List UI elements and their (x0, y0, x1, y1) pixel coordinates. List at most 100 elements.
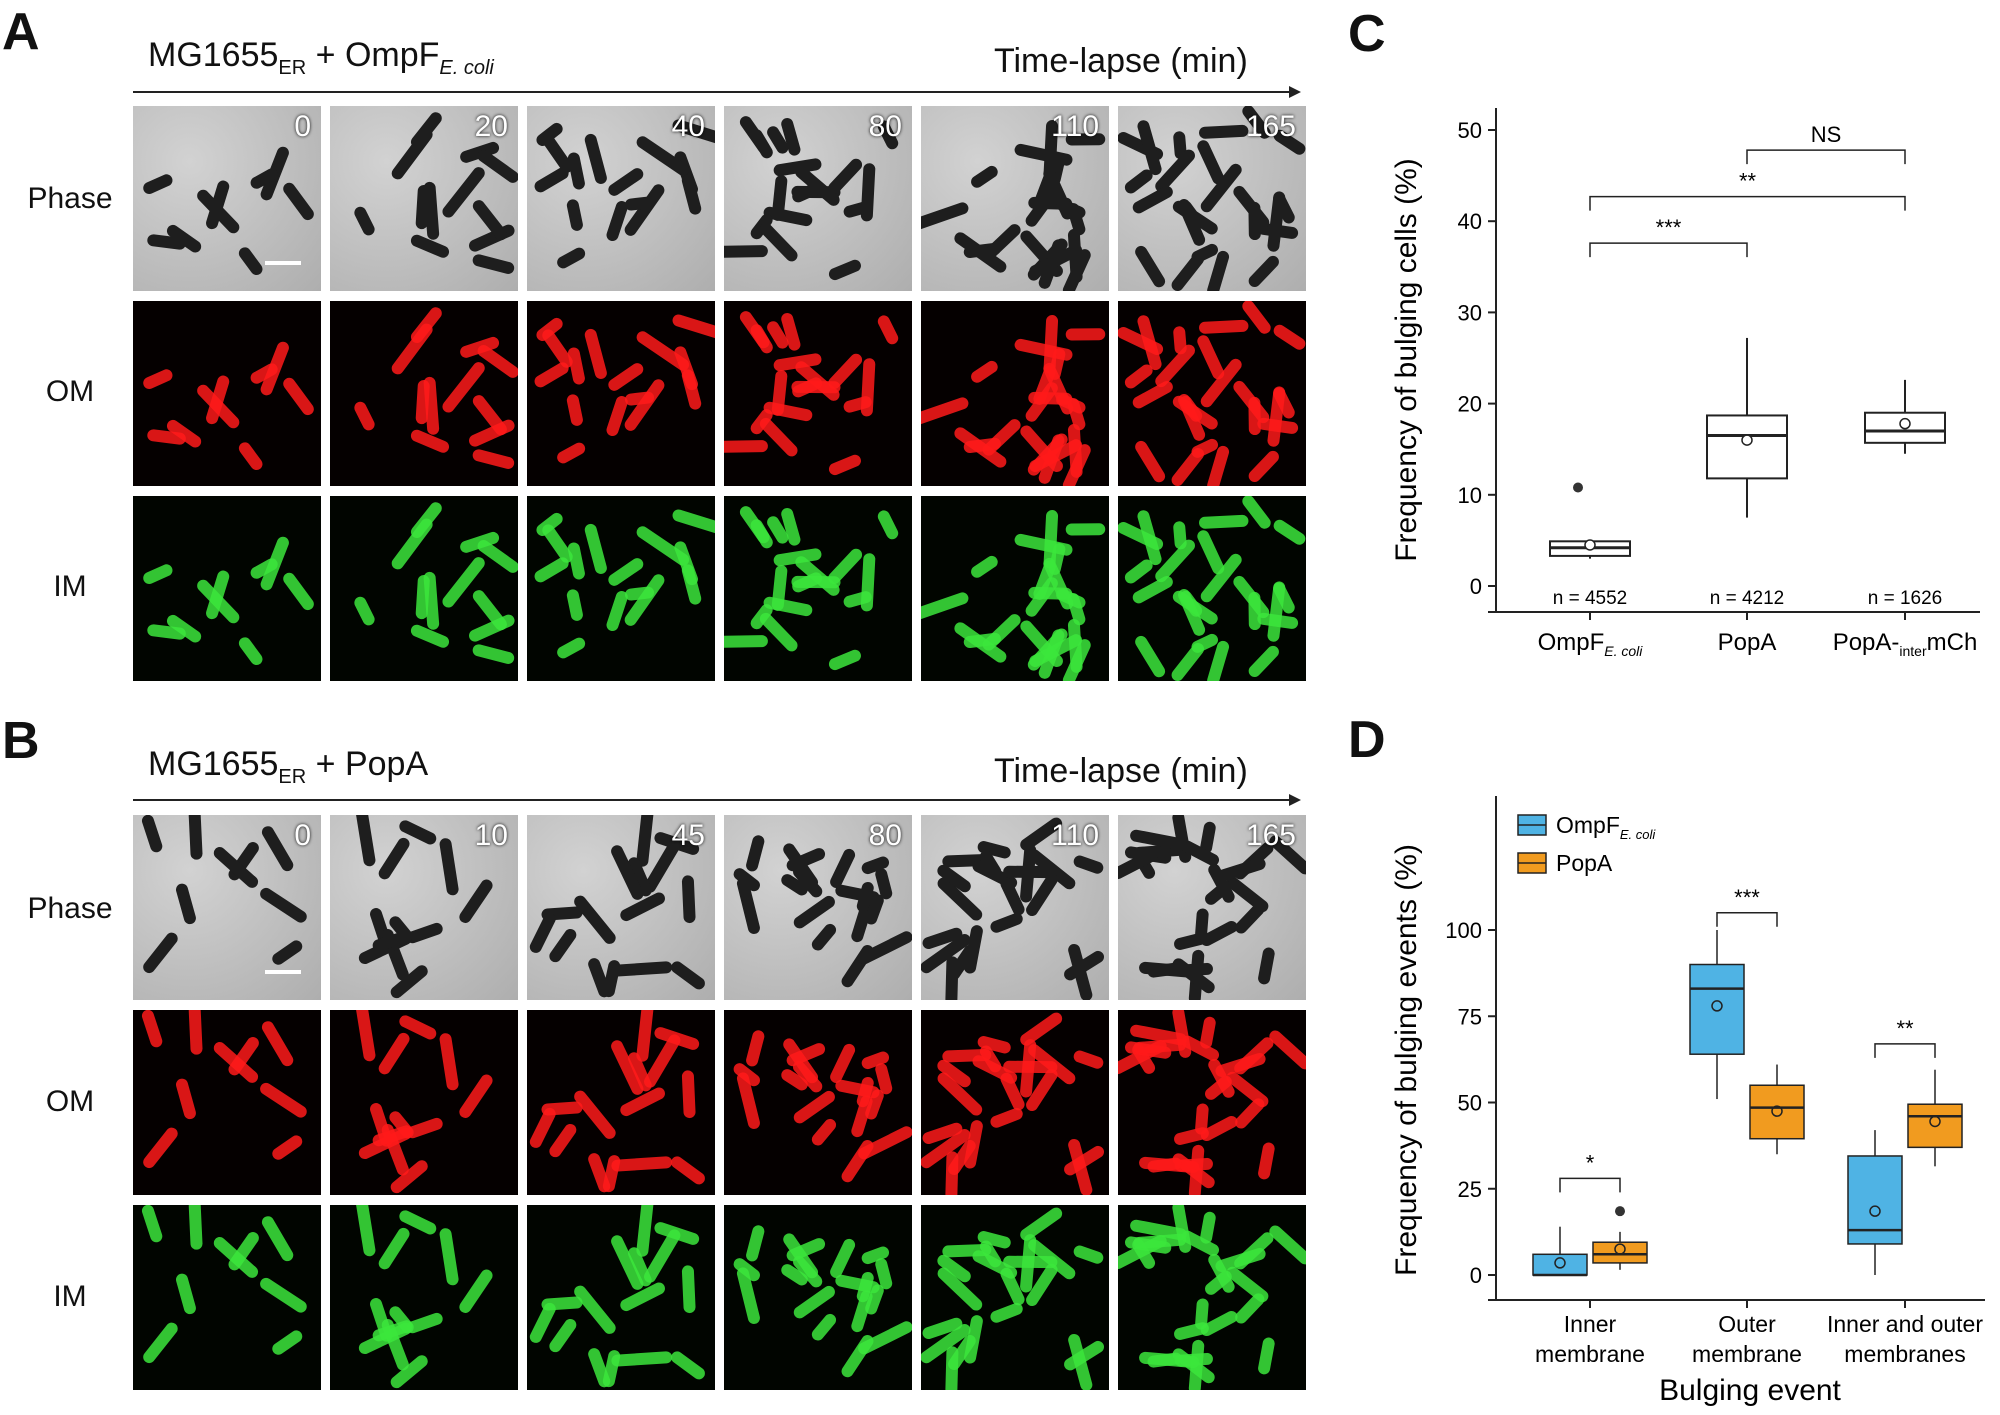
cell-shape (1172, 1153, 1215, 1189)
category-label: membrane (1535, 1341, 1645, 1367)
cell-shape (1155, 539, 1195, 583)
cell-shape (1000, 1072, 1025, 1111)
micrograph-im-t3 (724, 1205, 912, 1390)
category-label: PopA (1718, 629, 1777, 656)
time-point-label: 40 (671, 110, 705, 143)
strain-name: MG1655 (148, 36, 279, 74)
cell-shape (865, 894, 884, 925)
cell-shape (795, 166, 840, 206)
cell-shape (781, 117, 801, 156)
cell-shape (636, 1205, 654, 1257)
cell-shape (1073, 855, 1104, 874)
cell-shape (188, 815, 203, 860)
micrograph-phase-t4: 110 (921, 815, 1109, 1000)
cell-shape (542, 329, 573, 368)
cell-shape (378, 837, 410, 880)
micrograph-cells (921, 1207, 1105, 1390)
cell-shape (588, 1348, 611, 1388)
cell-shape (636, 1010, 654, 1062)
micrograph-om-t1 (330, 301, 518, 486)
cell-shape (1003, 1060, 1058, 1074)
mean-point (1741, 434, 1753, 446)
cell-shape (566, 394, 583, 426)
cell-shape (773, 158, 822, 177)
cell-shape (979, 1045, 1002, 1073)
outlier-point (1573, 482, 1583, 493)
cell-shape (858, 1126, 912, 1160)
cell-shape (1258, 947, 1275, 985)
micrograph-cells (921, 120, 1106, 291)
x-axis-label: Bulging event (1659, 1374, 1841, 1407)
cell-shape (549, 928, 577, 963)
cell-shape (1226, 1071, 1269, 1108)
n-label: n = 1626 (1868, 588, 1943, 609)
cell-shape (1026, 1263, 1058, 1307)
micrograph-om-t2 (527, 301, 715, 486)
cell-shape (372, 930, 413, 952)
cell-shape (948, 944, 976, 980)
micrograph-cells (534, 119, 715, 269)
cell-shape (143, 564, 173, 584)
cell-shape (175, 1273, 196, 1315)
cell-shape (260, 1277, 307, 1313)
cell-shape (781, 1069, 808, 1091)
cell-shape (611, 845, 644, 900)
cell-shape (977, 1231, 1011, 1249)
cell-shape (1258, 1142, 1275, 1180)
cell-shape (1135, 635, 1166, 678)
cell-shape (624, 586, 655, 601)
box-0-0 (1532, 1226, 1588, 1277)
cell-shape (415, 380, 430, 425)
micrograph-im-t2 (527, 496, 715, 681)
cell-shape (1020, 1012, 1063, 1046)
cell-shape (937, 1072, 983, 1116)
cell-shape (921, 397, 969, 426)
cell-shape (390, 1355, 428, 1389)
y-tick-label: 100 (1445, 918, 1482, 943)
cell-shape (439, 1033, 459, 1091)
cell-shape (851, 1290, 873, 1333)
cell-shape (1067, 593, 1086, 626)
cell-shape (283, 182, 314, 221)
cell-shape (406, 1312, 443, 1334)
cell-shape (1195, 908, 1209, 940)
significance-label: * (1586, 1150, 1595, 1175)
cell-shape (746, 835, 765, 872)
y-tick-label: 25 (1458, 1177, 1482, 1202)
cell-shape (1038, 239, 1065, 289)
n-label: n = 4552 (1553, 588, 1628, 609)
cell-shape (611, 1156, 673, 1172)
micrograph-im-t1 (330, 496, 518, 681)
cell-shape (865, 1089, 884, 1120)
cell-shape (830, 1238, 856, 1278)
cell-shape (1197, 140, 1225, 185)
cell-shape (442, 167, 485, 218)
cell-shape (1273, 129, 1306, 155)
significance-label: *** (1734, 885, 1760, 910)
cell-shape (1248, 255, 1279, 287)
micrograph-om-t5 (1118, 1010, 1306, 1195)
cell-shape (1226, 876, 1269, 913)
cell-shape (584, 523, 607, 574)
category-label: Inner and outer (1827, 1311, 1983, 1337)
time-point-label: 80 (868, 819, 902, 852)
cell-shape (671, 961, 705, 990)
y-tick-label: 75 (1458, 1004, 1482, 1029)
bracket-line (1746, 149, 1906, 165)
cell-shape (1200, 821, 1216, 854)
cell-shape (828, 259, 861, 281)
micrograph-cells (1118, 106, 1306, 291)
micrograph-phase-t2: 40 (527, 106, 715, 291)
cell-shape (542, 524, 573, 563)
cell-shape (856, 881, 874, 913)
cell-shape (1208, 1058, 1235, 1098)
outlier-point (1615, 1206, 1625, 1217)
cell-shape (1200, 920, 1238, 947)
cell-shape (1258, 1337, 1275, 1375)
cell-shape (1147, 1157, 1182, 1173)
cell-shape (378, 1227, 410, 1270)
significance-bracket: ** (1874, 1016, 1936, 1058)
micrograph-om-t4 (921, 301, 1109, 486)
strain-plasmid: + OmpF (306, 36, 440, 74)
y-tick-label: 20 (1458, 392, 1482, 417)
